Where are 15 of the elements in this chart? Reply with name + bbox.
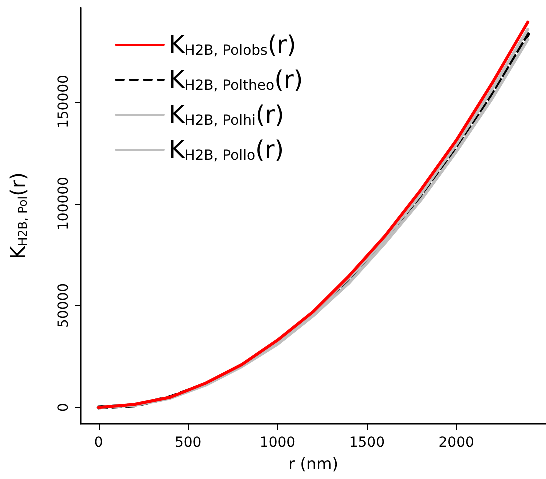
x-tick-label: 0 xyxy=(94,435,104,451)
legend-label: KH2B, Polobs(r) xyxy=(169,31,296,59)
x-axis-title: r (nm) xyxy=(288,454,338,474)
x-tick-label: 2000 xyxy=(438,435,474,451)
y-axis-title: KH2B, Pol(r) xyxy=(6,172,30,260)
x-tick-label: 500 xyxy=(174,435,202,451)
y-tick-label: 150000 xyxy=(56,75,72,129)
legend-label: KH2B, Poltheo(r) xyxy=(169,66,304,94)
y-tick-label: 100000 xyxy=(56,177,72,230)
y-tick-label: 0 xyxy=(56,403,72,412)
x-tick-label: 1500 xyxy=(349,435,385,451)
x-tick-label: 1000 xyxy=(260,435,296,451)
y-tick-label: 50000 xyxy=(56,283,72,328)
legend-label: KH2B, Polhi(r) xyxy=(169,101,284,129)
legend-label: KH2B, Pollo(r) xyxy=(169,136,284,164)
